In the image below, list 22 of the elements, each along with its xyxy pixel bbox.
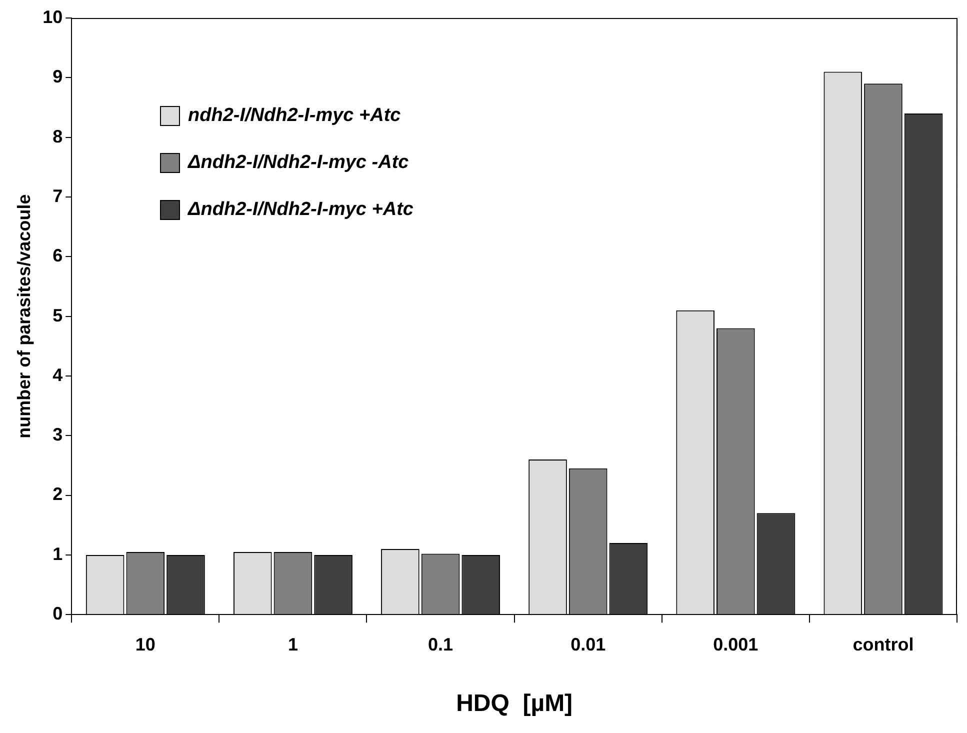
y-tick-label: 3: [52, 424, 63, 445]
legend-label: ndh2-I/Ndh2-I-myc +Atc: [188, 105, 401, 127]
x-tick-label: 1: [288, 634, 298, 654]
y-tick-label: 7: [52, 186, 63, 206]
y-tick-label: 5: [52, 305, 63, 326]
y-tick-label: 9: [52, 66, 63, 87]
y-axis-title: number of parasites/vacoule: [14, 194, 34, 438]
y-tick-label: 10: [42, 6, 63, 27]
legend-label: Δndh2-I/Ndh2-I-myc +Atc: [188, 199, 414, 221]
x-tick-label: 0.1: [428, 634, 454, 654]
y-tick-label: 1: [52, 544, 63, 564]
x-tick-label: 0.001: [713, 634, 758, 654]
y-tick-label: 6: [52, 246, 63, 266]
y-tick-label: 2: [52, 484, 63, 504]
x-tick-label: 10: [135, 634, 156, 654]
x-tick-label: control: [852, 634, 914, 654]
x-tick-label: 0.01: [570, 634, 606, 654]
y-tick-label: 4: [52, 364, 63, 385]
x-axis-title: HDQ [µM]: [456, 690, 573, 718]
y-tick-label: 0: [52, 604, 63, 624]
y-tick-label: 8: [52, 126, 63, 146]
legend-label: Δndh2-I/Ndh2-I-myc -Atc: [188, 152, 409, 174]
